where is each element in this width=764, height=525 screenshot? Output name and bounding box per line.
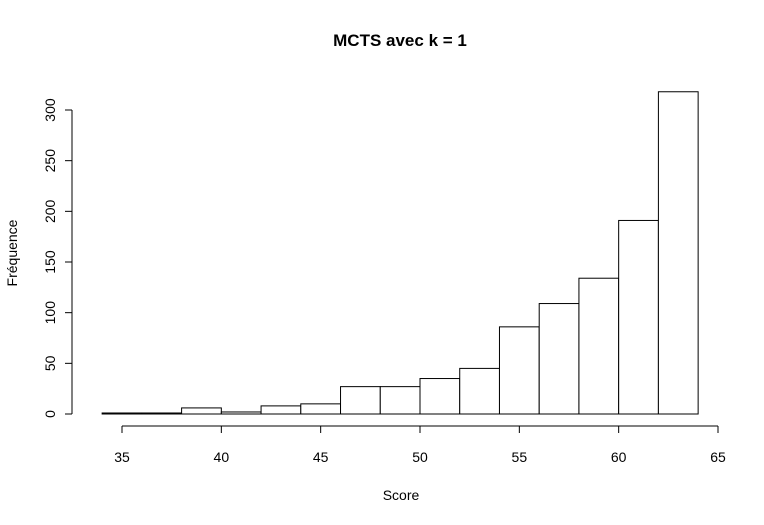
histogram-bar xyxy=(181,407,222,415)
y-tick-label: 0 xyxy=(42,410,58,418)
y-tick-label: 300 xyxy=(42,98,58,122)
x-axis: 35 40 45 50 55 60 65 xyxy=(114,425,726,465)
chart-title: MCTS avec k = 1 xyxy=(333,31,467,50)
histogram-bar xyxy=(657,91,699,415)
x-tick-label: 60 xyxy=(611,449,627,465)
histogram-bar xyxy=(578,277,620,415)
histogram-bar xyxy=(340,386,381,415)
x-tick-label: 35 xyxy=(114,449,130,465)
histogram-bar xyxy=(141,412,183,415)
histogram-bar xyxy=(618,219,659,415)
x-tick-label: 40 xyxy=(214,449,230,465)
histogram-bar xyxy=(419,378,461,415)
y-axis: 0 50 100 150 200 250 300 xyxy=(42,98,73,418)
histogram-bar xyxy=(538,303,580,415)
y-tick-label: 100 xyxy=(42,301,58,325)
x-tick-label: 55 xyxy=(512,449,528,465)
histogram-bar xyxy=(498,326,540,415)
histogram-bar xyxy=(220,411,262,415)
x-axis-label: Score xyxy=(383,487,420,503)
y-tick-label: 250 xyxy=(42,149,58,173)
y-tick-label: 200 xyxy=(42,199,58,223)
x-tick-label: 45 xyxy=(313,449,329,465)
histogram-bar xyxy=(379,386,421,415)
histogram-bar xyxy=(260,405,302,415)
histogram-bar xyxy=(101,412,143,415)
x-tick-label: 65 xyxy=(710,449,726,465)
histogram-bar xyxy=(459,367,500,415)
y-tick-label: 50 xyxy=(42,355,58,371)
y-axis-label: Fréquence xyxy=(4,219,20,286)
bars-group xyxy=(101,91,699,415)
y-tick-label: 150 xyxy=(42,250,58,274)
histogram-bar xyxy=(300,403,342,415)
x-tick-label: 50 xyxy=(412,449,428,465)
